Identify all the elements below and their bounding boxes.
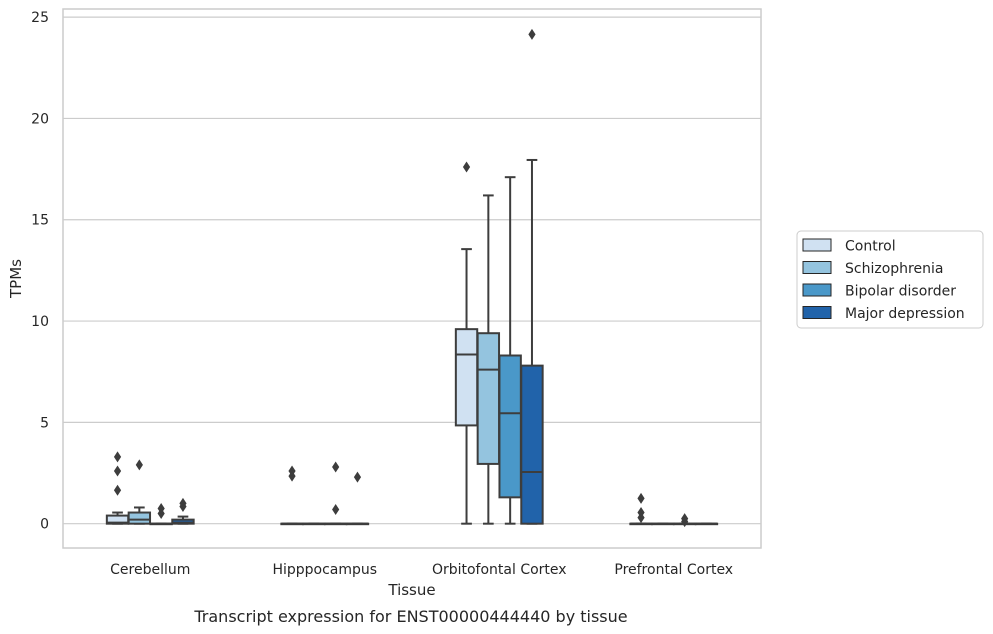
outlier-point xyxy=(637,492,645,504)
box-iqr xyxy=(476,332,501,465)
y-ticks: 0 5 10 15 20 25 xyxy=(31,10,49,533)
outlier-point xyxy=(332,504,340,515)
y-tick-label: 10 xyxy=(31,314,49,330)
box-iqr xyxy=(520,364,544,525)
x-tick-label: Cerebellum xyxy=(110,562,190,578)
box-major-depression-1 xyxy=(345,471,370,526)
legend-swatch xyxy=(802,283,832,297)
legend-frame xyxy=(796,230,984,329)
y-tick-label: 20 xyxy=(31,111,49,127)
outlier-point xyxy=(332,461,340,473)
x-tick-label: Prefrontal Cortex xyxy=(614,562,733,578)
outlier-point xyxy=(462,161,471,173)
y-tick-label: 0 xyxy=(40,517,49,533)
x-ticks: Cerebellum Hipppocampus Orbitofontal Corte… xyxy=(110,562,733,578)
outlier-point xyxy=(288,465,296,477)
x-axis-label: Tissue xyxy=(387,581,435,599)
y-tick-label: 5 xyxy=(40,415,49,431)
legend-label: Control xyxy=(845,239,896,255)
outlier-point xyxy=(353,471,362,483)
legend: Control Schizophrenia Bipolar disorder Majo… xyxy=(796,230,984,329)
box-bipolar-disorder-3 xyxy=(672,513,697,528)
y-axis-label: TPMs xyxy=(7,259,25,299)
legend-swatch xyxy=(802,238,832,252)
box-control-2 xyxy=(454,161,479,525)
legend-label: Major depression xyxy=(845,306,965,322)
box-control-3 xyxy=(629,492,653,526)
outlier-point xyxy=(113,484,122,496)
chart-caption: Transcript expression for ENST0000044444… xyxy=(193,607,627,626)
box-bipolar-disorder-2 xyxy=(498,176,522,525)
outlier-point xyxy=(135,459,143,471)
outlier-point xyxy=(113,465,122,477)
outlier-point xyxy=(681,513,689,525)
outlier-point xyxy=(113,451,122,463)
legend-swatch xyxy=(802,261,832,274)
outlier-point xyxy=(179,497,187,509)
box-iqr xyxy=(454,328,479,427)
outlier-point xyxy=(637,507,645,519)
x-tick-label: Hipppocampus xyxy=(272,562,377,578)
box-iqr xyxy=(127,511,152,525)
y-tick-label: 25 xyxy=(31,10,49,26)
legend-swatch xyxy=(802,306,832,319)
box-schizophrenia-1 xyxy=(302,522,326,526)
box-schizophrenia-3 xyxy=(651,522,675,526)
box-major-depression-0 xyxy=(171,497,195,525)
boxes xyxy=(105,28,719,528)
y-tick-label: 15 xyxy=(31,213,49,229)
box-major-depression-2 xyxy=(520,28,544,525)
outlier-point xyxy=(157,502,165,514)
legend-label: Schizophrenia xyxy=(845,261,943,277)
box-major-depression-3 xyxy=(694,522,719,526)
box-control-1 xyxy=(280,465,304,526)
box-bipolar-disorder-0 xyxy=(149,502,173,526)
box-iqr xyxy=(171,518,195,525)
box-schizophrenia-0 xyxy=(127,459,152,525)
legend-label: Bipolar disorder xyxy=(845,284,956,300)
x-tick-label: Orbitofontal Cortex xyxy=(432,562,567,578)
plot-frame xyxy=(62,8,762,549)
outlier-point xyxy=(528,28,536,40)
box-iqr xyxy=(498,354,522,499)
